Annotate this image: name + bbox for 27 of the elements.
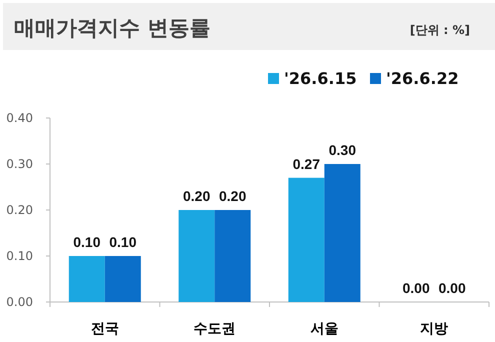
text: [단위 : %] xyxy=(410,23,470,37)
data-label: 0.00 xyxy=(438,280,466,296)
bar xyxy=(288,178,324,302)
y-tick-label: 0.40 xyxy=(6,111,33,125)
data-label: 0.20 xyxy=(219,188,246,204)
y-tick-label: 0.10 xyxy=(6,249,33,263)
y-tick-label: 0.00 xyxy=(6,295,33,309)
legend-label: '26.6.22 xyxy=(386,69,459,88)
data-label: 0.10 xyxy=(73,234,101,250)
data-label: 0.10 xyxy=(109,234,137,250)
y-tick-label: 0.30 xyxy=(6,157,33,171)
legend-label: '26.6.15 xyxy=(284,69,357,88)
bar xyxy=(214,210,251,302)
bar xyxy=(68,256,105,302)
x-tick-label: 전국 xyxy=(90,321,119,337)
data-label: 0.30 xyxy=(328,142,356,158)
chart-title: 매매가격지수 변동률 xyxy=(14,16,210,40)
bar xyxy=(178,210,215,302)
bar xyxy=(324,164,360,302)
data-label: 0.27 xyxy=(292,156,320,172)
x-tick-label: 수도권 xyxy=(194,321,236,337)
bar xyxy=(104,256,141,302)
data-label: 0.20 xyxy=(183,188,210,204)
y-tick-label: 0.20 xyxy=(6,203,33,217)
x-tick-label: 지방 xyxy=(420,321,448,337)
data-label: 0.00 xyxy=(402,280,430,296)
x-tick-label: 서울 xyxy=(310,321,338,337)
